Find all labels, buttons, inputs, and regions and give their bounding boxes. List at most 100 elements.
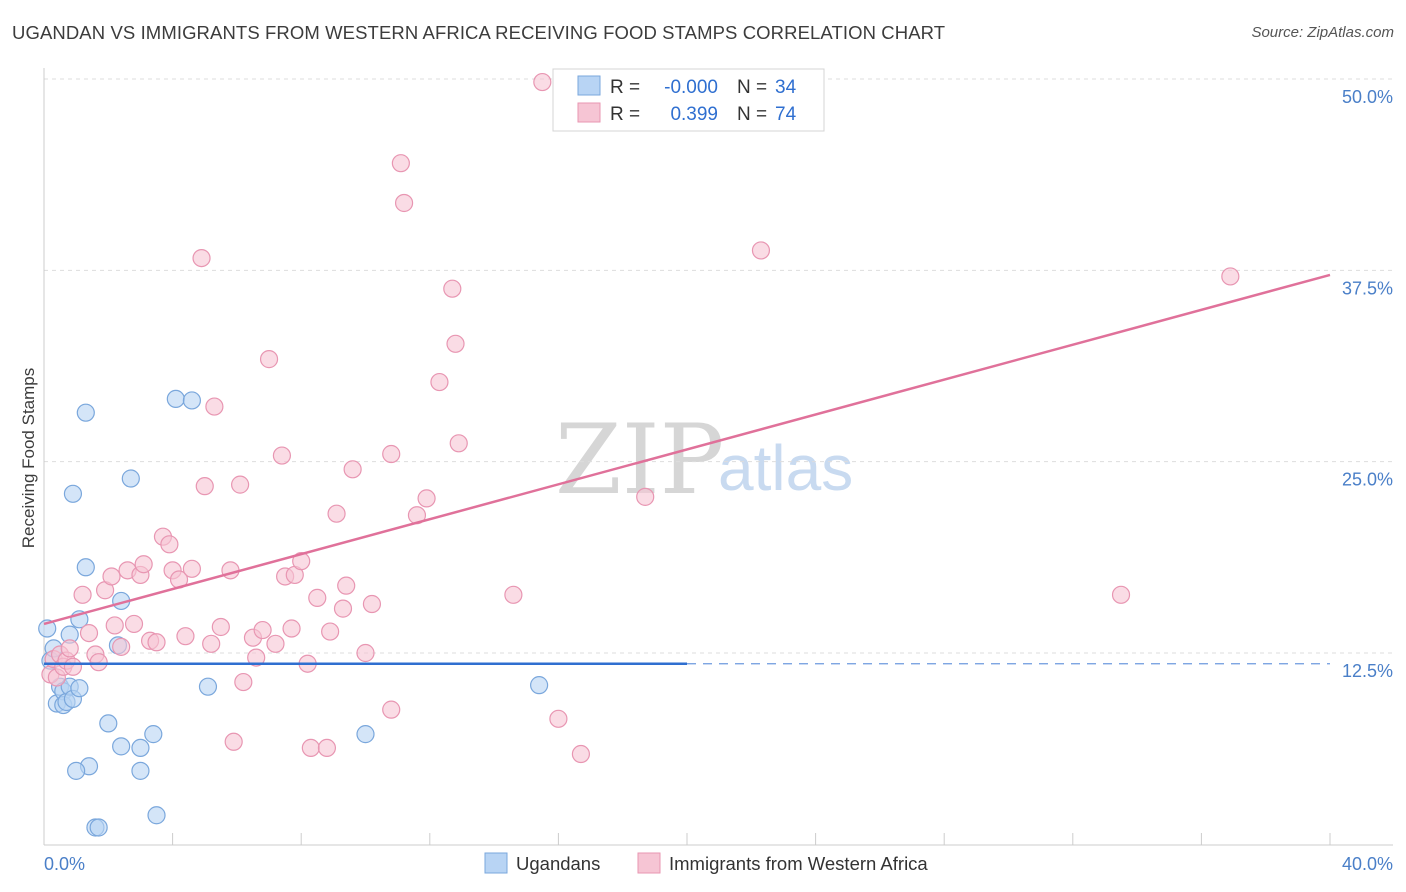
point-immigrants-74 xyxy=(1111,585,1131,604)
point-immigrants-6 xyxy=(60,639,79,658)
x-tick-label-min: 0.0% xyxy=(44,854,85,874)
point-ugandans-32 xyxy=(356,725,375,744)
point-ugandans-14 xyxy=(76,558,95,577)
point-immigrants-17 xyxy=(124,614,144,634)
point-immigrants-69 xyxy=(533,72,552,92)
point-ugandans-15 xyxy=(76,403,95,422)
point-ugandans-24 xyxy=(121,469,140,488)
point-immigrants-11 xyxy=(89,653,108,672)
point-immigrants-75 xyxy=(1221,267,1240,286)
point-ugandans-25 xyxy=(131,761,150,780)
bottom-legend-label-ugandans: Ugandans xyxy=(516,853,600,874)
point-immigrants-70 xyxy=(549,709,568,728)
point-immigrants-57 xyxy=(362,594,382,614)
point-immigrants-29 xyxy=(195,477,214,496)
legend-r-label-ugandans: R = xyxy=(610,77,640,98)
y-axis-label: Receiving Food Stamps xyxy=(19,368,38,548)
point-immigrants-31 xyxy=(205,397,224,416)
point-ugandans-33 xyxy=(530,676,549,695)
trendlines xyxy=(43,273,1331,665)
point-immigrants-7 xyxy=(63,657,83,676)
point-immigrants-64 xyxy=(430,372,449,392)
point-ugandans-30 xyxy=(182,391,201,410)
point-immigrants-8 xyxy=(73,585,92,604)
point-ugandans-20 xyxy=(99,714,118,733)
chart-title: UGANDAN VS IMMIGRANTS FROM WESTERN AFRIC… xyxy=(12,22,946,43)
point-immigrants-52 xyxy=(327,504,346,523)
point-ugandans-0 xyxy=(38,619,57,638)
point-immigrants-73 xyxy=(751,241,771,260)
point-ugandans-27 xyxy=(144,725,163,744)
point-immigrants-67 xyxy=(449,434,468,453)
point-immigrants-32 xyxy=(211,617,230,637)
y-tick-label-2: 37.5% xyxy=(1342,278,1393,298)
point-immigrants-53 xyxy=(333,599,353,618)
point-immigrants-51 xyxy=(321,622,340,641)
correlation-legend: R = -0.000 N = 34 R = 0.399 N = 74 xyxy=(552,68,825,132)
point-immigrants-40 xyxy=(259,350,279,369)
legend-n-value-ugandans: 34 xyxy=(775,77,797,98)
point-immigrants-30 xyxy=(202,634,221,653)
point-ugandans-13 xyxy=(70,679,89,698)
point-immigrants-39 xyxy=(253,620,272,640)
point-ugandans-26 xyxy=(131,738,150,758)
point-immigrants-21 xyxy=(147,633,166,652)
series-ugandans xyxy=(38,389,549,837)
point-immigrants-14 xyxy=(105,616,124,635)
legend-swatch-immigrants xyxy=(577,102,601,123)
point-ugandans-17 xyxy=(67,761,86,780)
point-immigrants-35 xyxy=(231,475,250,494)
y-tick-label-3: 50.0% xyxy=(1342,87,1393,107)
point-immigrants-49 xyxy=(308,588,327,607)
point-immigrants-46 xyxy=(292,552,311,571)
point-immigrants-15 xyxy=(112,637,131,656)
legend-n-label-immigrants: N = xyxy=(737,104,767,125)
point-immigrants-27 xyxy=(182,559,201,578)
legend-r-value-immigrants: 0.399 xyxy=(670,104,718,125)
legend-n-label-ugandans: N = xyxy=(737,77,767,98)
point-immigrants-54 xyxy=(337,576,356,595)
y-tick-label-0: 12.5% xyxy=(1342,661,1393,681)
point-ugandans-29 xyxy=(166,389,185,409)
axes xyxy=(43,68,1393,846)
series-immigrants xyxy=(41,72,1240,764)
point-immigrants-19 xyxy=(134,555,153,574)
point-immigrants-66 xyxy=(446,334,465,353)
point-immigrants-72 xyxy=(636,487,655,506)
point-ugandans-31 xyxy=(198,677,218,696)
x-tick-labels: 0.0% 40.0% xyxy=(44,854,1393,874)
point-immigrants-61 xyxy=(394,193,414,213)
point-immigrants-13 xyxy=(102,567,121,586)
point-immigrants-28 xyxy=(192,248,211,268)
point-immigrants-9 xyxy=(79,624,99,643)
legend-swatch-ugandans xyxy=(577,75,601,96)
point-immigrants-42 xyxy=(272,446,292,465)
bottom-legend-swatch-immigrants xyxy=(637,852,661,874)
point-immigrants-56 xyxy=(356,643,375,663)
series-legend: Ugandans Immigrants from Western Africa xyxy=(484,852,928,874)
point-immigrants-26 xyxy=(176,627,195,646)
x-tick-label-max: 40.0% xyxy=(1342,854,1393,874)
watermark-atlas: atlas xyxy=(718,432,853,504)
point-immigrants-50 xyxy=(317,738,337,758)
bottom-legend-label-immigrants: Immigrants from Western Africa xyxy=(669,853,928,874)
point-immigrants-41 xyxy=(266,634,285,653)
point-immigrants-34 xyxy=(224,732,243,751)
point-immigrants-55 xyxy=(343,460,362,479)
source-credit: Source: ZipAtlas.com xyxy=(1251,24,1394,41)
legend-r-label-immigrants: R = xyxy=(610,104,640,125)
legend-n-value-immigrants: 74 xyxy=(775,104,797,125)
y-tick-label-1: 25.0% xyxy=(1342,470,1393,490)
point-immigrants-44 xyxy=(282,619,301,638)
point-immigrants-68 xyxy=(504,585,523,604)
point-ugandans-19 xyxy=(89,818,108,837)
point-immigrants-23 xyxy=(160,535,179,554)
point-immigrants-63 xyxy=(417,489,436,508)
trendline-immigrants xyxy=(43,273,1331,626)
point-immigrants-58 xyxy=(382,700,401,719)
y-tick-labels: 12.5% 25.0% 37.5% 50.0% xyxy=(1342,87,1393,681)
point-immigrants-65 xyxy=(443,279,462,298)
point-immigrants-60 xyxy=(391,154,410,173)
point-ugandans-11 xyxy=(63,484,83,503)
